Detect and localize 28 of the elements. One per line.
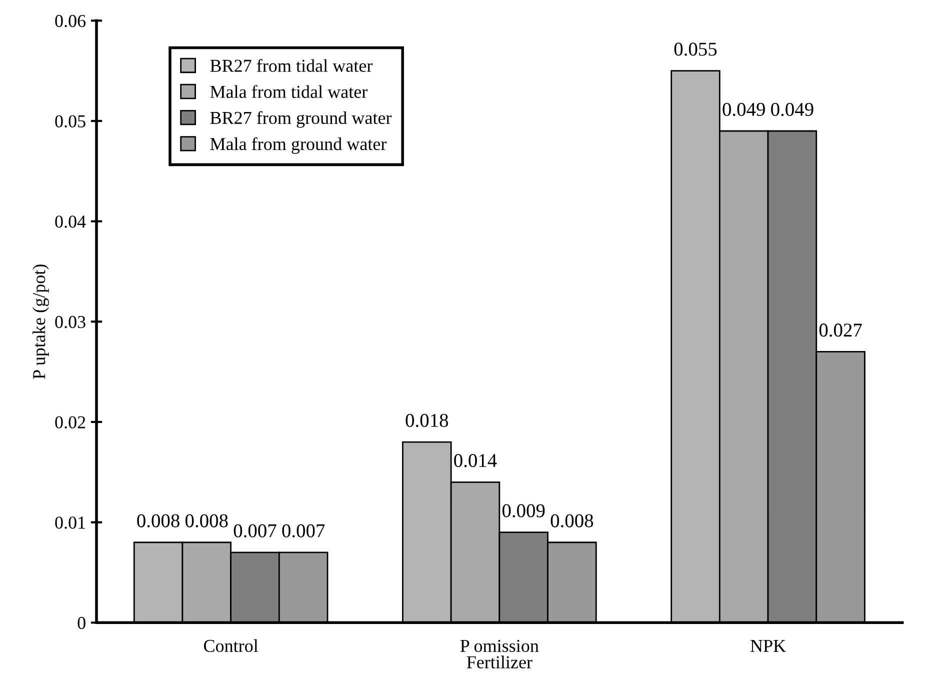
y-tick-label: 0: [78, 616, 86, 630]
y-tick-label: 0.05: [55, 115, 86, 128]
data-label: 0.009: [502, 504, 545, 518]
y-tick-label: 0.03: [55, 316, 86, 328]
legend-label: Mala from ground water: [210, 137, 387, 154]
legend-label: BR27 from tidal water: [210, 59, 373, 72]
data-label: 0.018: [406, 414, 448, 428]
x-tick-label: Control: [204, 639, 258, 652]
data-label: 0.007: [234, 524, 276, 538]
x-tick-label: NPK: [750, 640, 786, 652]
data-label: 0.014: [454, 454, 497, 468]
x-tick-label: P omission: [460, 640, 539, 652]
data-label: 0.049: [722, 102, 765, 116]
data-label: 0.008: [137, 514, 180, 528]
data-label: 0.007: [282, 524, 325, 538]
y-tick-label: 0.01: [55, 516, 86, 529]
legend-label: Mala from tidal water: [210, 85, 368, 98]
y-tick-label: 0.02: [55, 416, 86, 428]
data-label: 0.049: [771, 102, 814, 116]
y-tick-label: 0.06: [55, 14, 86, 28]
x-axis-title: Fertilizer: [466, 656, 532, 668]
data-label: 0.055: [674, 42, 717, 56]
y-tick-label: 0.04: [55, 216, 86, 228]
data-label: 0.008: [550, 514, 594, 528]
y-axis-title: P uptake (g/pot): [32, 264, 49, 379]
data-label: 0.027: [819, 324, 862, 337]
legend-label: BR27 from ground water: [210, 111, 392, 128]
data-label: 0.008: [186, 514, 228, 528]
